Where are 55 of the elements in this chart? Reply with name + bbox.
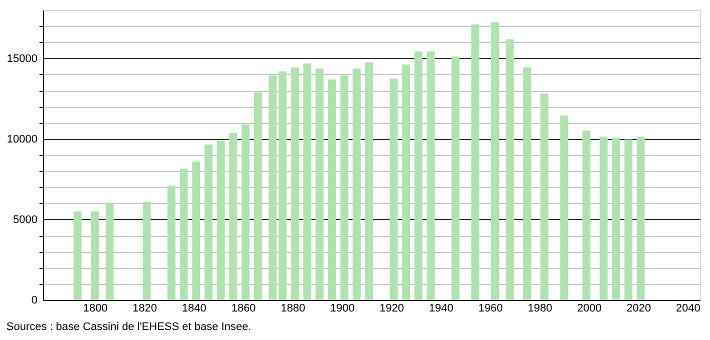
x-tick-label: 1980 [528,302,552,314]
bar [624,140,632,300]
bar [328,79,336,300]
x-tick-label: 2040 [676,302,700,314]
bar [268,75,277,300]
bar [365,62,374,300]
x-tick-label: 2020 [626,302,651,314]
bar [402,64,410,300]
bar [506,39,514,300]
bar [540,93,548,300]
x-tick-label: 1880 [280,302,306,314]
bar [142,202,151,300]
bar [451,56,460,300]
bar [414,51,422,300]
bar [352,68,361,300]
bar [290,67,299,300]
bar [90,211,99,300]
x-tick-label: 1940 [428,302,454,314]
bar [204,144,212,300]
bar [167,186,176,300]
y-tick-label: 10000 [6,133,38,146]
y-tick-label: 0 [31,294,38,306]
x-tick-label: 1800 [83,302,108,314]
x-tick-label: 1920 [380,302,404,314]
bar [316,68,324,300]
bar [229,132,238,300]
bar [426,51,435,300]
x-tick-label: 1860 [231,302,256,314]
y-tick-label: 5000 [13,214,38,226]
bar [560,116,568,300]
x-tick-label: 1960 [478,302,503,314]
x-tick-label: 1900 [330,302,355,314]
bar [278,71,287,300]
bar [340,75,348,300]
bar [390,78,398,300]
x-tick-label: 2000 [577,302,602,314]
bar [216,140,225,300]
bar [242,124,250,300]
source-note: Sources : base Cassini de l'EHESS et base Insee. [6,321,252,333]
bar [600,136,608,300]
bar [471,24,480,300]
bar [74,211,82,300]
bar [192,162,200,300]
bar [523,67,532,300]
bar [636,136,645,300]
bar [254,92,262,300]
bar [612,138,620,300]
x-tick-label: 1840 [182,302,206,314]
x-tick-label: 1820 [132,302,158,314]
bar [582,130,590,300]
bar [490,22,499,300]
y-tick-label: 15000 [6,52,38,65]
bar [303,63,312,300]
bar [106,202,114,300]
bar [180,168,188,300]
